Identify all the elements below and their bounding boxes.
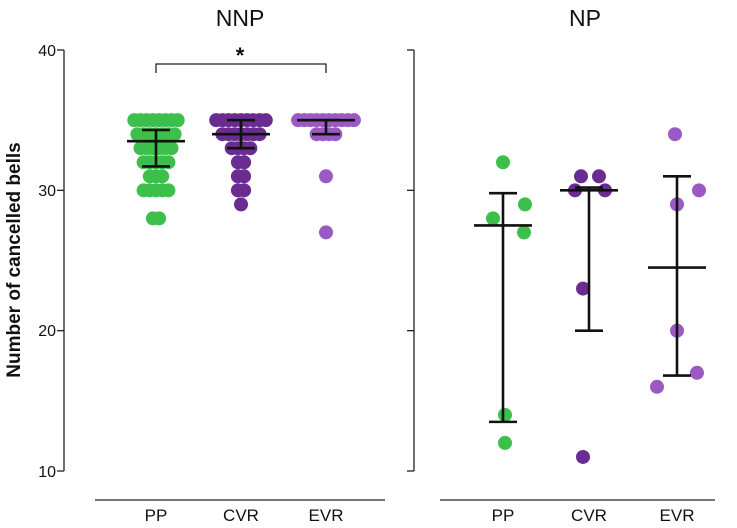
data-point-np-pp xyxy=(486,211,500,226)
x-label-np-cvr: CVR xyxy=(571,506,607,525)
data-point-np-cvr xyxy=(592,169,606,184)
data-point-np-pp xyxy=(517,225,531,240)
data-point-np-evr xyxy=(692,183,706,198)
data-point-nnp-pp xyxy=(167,127,182,142)
panel-title-nnp: NNP xyxy=(216,5,265,31)
data-point-np-cvr xyxy=(576,281,590,296)
data-point-np-evr xyxy=(690,365,704,380)
x-label-np-pp: PP xyxy=(492,506,515,525)
significance-bracket xyxy=(155,63,327,73)
data-point-nnp-pp xyxy=(152,211,167,226)
data-point-nnp-cvr xyxy=(258,113,273,128)
data-point-np-cvr xyxy=(576,449,590,464)
data-point-np-pp xyxy=(498,435,512,450)
data-point-np-evr xyxy=(668,127,682,142)
data-point-nnp-evr xyxy=(319,225,333,240)
x-label-nnp-cvr: CVR xyxy=(223,506,259,525)
y-axis-label: Number of cancelled bells xyxy=(4,142,25,377)
data-point-nnp-pp xyxy=(170,113,185,128)
data-point-np-pp xyxy=(496,155,510,170)
data-point-nnp-cvr xyxy=(237,183,252,198)
data-point-nnp-pp xyxy=(161,183,176,198)
data-point-nnp-cvr xyxy=(234,197,248,212)
x-label-np-evr: EVR xyxy=(660,506,695,525)
data-point-np-pp xyxy=(498,407,512,422)
data-point-nnp-cvr xyxy=(237,155,252,170)
y-tick-label-30: 30 xyxy=(38,183,56,200)
y-tick-label-20: 20 xyxy=(38,323,56,340)
data-point-nnp-pp xyxy=(164,141,179,156)
data-point-nnp-evr xyxy=(319,169,333,184)
data-point-nnp-pp xyxy=(155,169,170,184)
x-label-nnp-evr: EVR xyxy=(309,506,344,525)
y-tick-label-40: 40 xyxy=(38,43,56,60)
panel-title-np: NP xyxy=(569,5,601,31)
significance-star: * xyxy=(236,43,245,68)
y-tick-label-10: 10 xyxy=(38,464,56,481)
data-point-np-cvr xyxy=(574,169,588,184)
data-point-nnp-cvr xyxy=(237,169,252,184)
data-point-np-evr xyxy=(650,379,664,394)
x-label-nnp-pp: PP xyxy=(145,506,168,525)
data-point-np-pp xyxy=(518,197,532,212)
